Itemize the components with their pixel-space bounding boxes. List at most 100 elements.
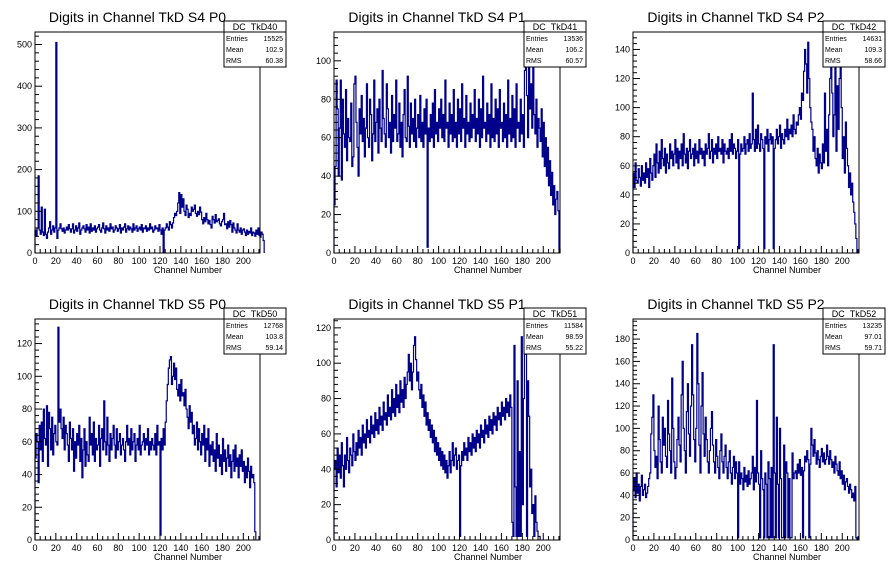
x-tick-label: 200 [236,543,251,553]
x-tick-label: 180 [215,256,230,266]
stats-box: DC_TkD42 Entries 14631 Mean 109.3 RMS 58.66 [822,20,886,68]
y-tick-label: 60 [22,437,32,447]
x-tick-label: 60 [392,543,402,553]
y-tick-label: 20 [620,513,630,523]
stats-box-name: DC_TkD40 [233,22,278,32]
histogram-line [34,41,265,253]
y-tick-label: 120 [615,74,630,84]
stats-label: Entries [226,36,248,43]
y-tick-label: 60 [620,468,630,478]
stats-value: 59.71 [864,345,882,352]
stats-label: Entries [226,323,248,330]
stats-value: 60.38 [265,58,283,65]
stats-label: Mean [526,334,544,341]
x-axis-label: Channel Number [753,265,821,275]
y-tick-label: 80 [620,446,630,456]
x-tick-label: 20 [51,543,61,553]
stats-value: 14631 [863,36,883,43]
x-tick-label: 120 [452,543,467,553]
stats-label: RMS [825,58,841,65]
stats-box-name: DC_TkD52 [832,309,877,319]
y-tick-label: 120 [615,401,630,411]
x-tick-label: 180 [814,256,829,266]
x-tick-label: 120 [452,256,467,266]
plot-title: Digits in Channel TkD S4 P0 [49,9,226,25]
stats-label: RMS [825,345,841,352]
y-tick-label: 40 [620,490,630,500]
y-tick-label: 0 [625,248,630,258]
y-tick-label: 60 [321,429,331,439]
x-tick-label: 0 [331,543,336,553]
y-tick-label: 140 [615,379,630,389]
x-tick-label: 20 [51,256,61,266]
y-tick-label: 100 [17,371,32,381]
y-tick-label: 100 [17,206,32,216]
stats-box-frame [223,307,287,355]
x-tick-label: 60 [691,543,701,553]
x-axis-label: Channel Number [154,552,222,562]
x-tick-label: 160 [793,543,808,553]
stats-label: RMS [226,345,242,352]
y-tick-label: 20 [22,502,32,512]
x-tick-label: 200 [835,543,850,553]
stats-box: DC_TkD51 Entries 11584 Mean 98.59 RMS 55.22 [523,307,587,355]
x-tick-label: 120 [751,256,766,266]
y-tick-label: 20 [321,210,331,220]
x-tick-label: 120 [152,543,167,553]
y-tick-label: 80 [620,132,630,142]
x-tick-label: 140 [173,256,188,266]
histogram-panel: Digits in Channel TkD S4 P1 0 20 40 60 80 100 1… [316,9,587,275]
histogram-line [333,41,561,253]
x-tick-label: 100 [730,256,745,266]
x-axis-label: Channel Number [753,552,821,562]
stats-box-frame [523,20,587,68]
plot-frame [34,31,261,254]
histogram-panel: Digits in Channel TkD S5 P0 0 20 40 60 80 100 1… [17,296,287,562]
histogram-line [632,332,858,540]
stats-box-frame [223,20,287,68]
x-tick-label: 180 [515,256,530,266]
stats-box-name: DC_TkD50 [233,309,278,319]
x-tick-label: 140 [772,543,787,553]
y-tick-label: 140 [615,44,630,54]
stats-box-frame [822,307,886,355]
x-tick-label: 140 [473,256,488,266]
stats-value: 102.9 [265,47,283,54]
stats-label: Entries [526,323,548,330]
stats-value: 12768 [264,323,284,330]
y-tick-label: 500 [17,40,32,50]
histogram-panel: Digits in Channel TkD S4 P2 0 20 40 60 80 100 1… [615,9,886,275]
y-tick-label: 120 [17,339,32,349]
plot-frame [34,318,261,541]
stats-label: Entries [825,36,847,43]
x-tick-label: 40 [670,256,680,266]
y-tick-label: 0 [326,535,331,545]
histogram-line [34,326,257,540]
x-tick-label: 200 [236,256,251,266]
stats-value: 60.57 [565,58,583,65]
plot-title: Digits in Channel TkD S5 P0 [49,296,226,312]
x-tick-label: 200 [536,256,551,266]
y-tick-label: 40 [321,464,331,474]
y-tick-label: 200 [17,165,32,175]
y-tick-label: 20 [321,500,331,510]
y-tick-label: 300 [17,123,32,133]
y-tick-label: 100 [615,103,630,113]
x-tick-label: 140 [772,256,787,266]
x-tick-label: 20 [350,256,360,266]
x-axis-label: Channel Number [154,265,222,275]
y-tick-label: 80 [22,404,32,414]
x-tick-label: 80 [712,543,722,553]
x-tick-label: 40 [371,256,381,266]
x-tick-label: 100 [132,543,147,553]
stats-box: DC_TkD40 Entries 15525 Mean 102.9 RMS 60.38 [223,20,287,68]
x-tick-label: 40 [670,543,680,553]
x-tick-label: 120 [751,543,766,553]
x-tick-label: 80 [413,256,423,266]
x-tick-label: 180 [814,543,829,553]
y-tick-label: 100 [316,56,331,66]
stats-value: 55.22 [565,345,583,352]
x-tick-label: 40 [371,543,381,553]
stats-value: 15525 [264,36,284,43]
